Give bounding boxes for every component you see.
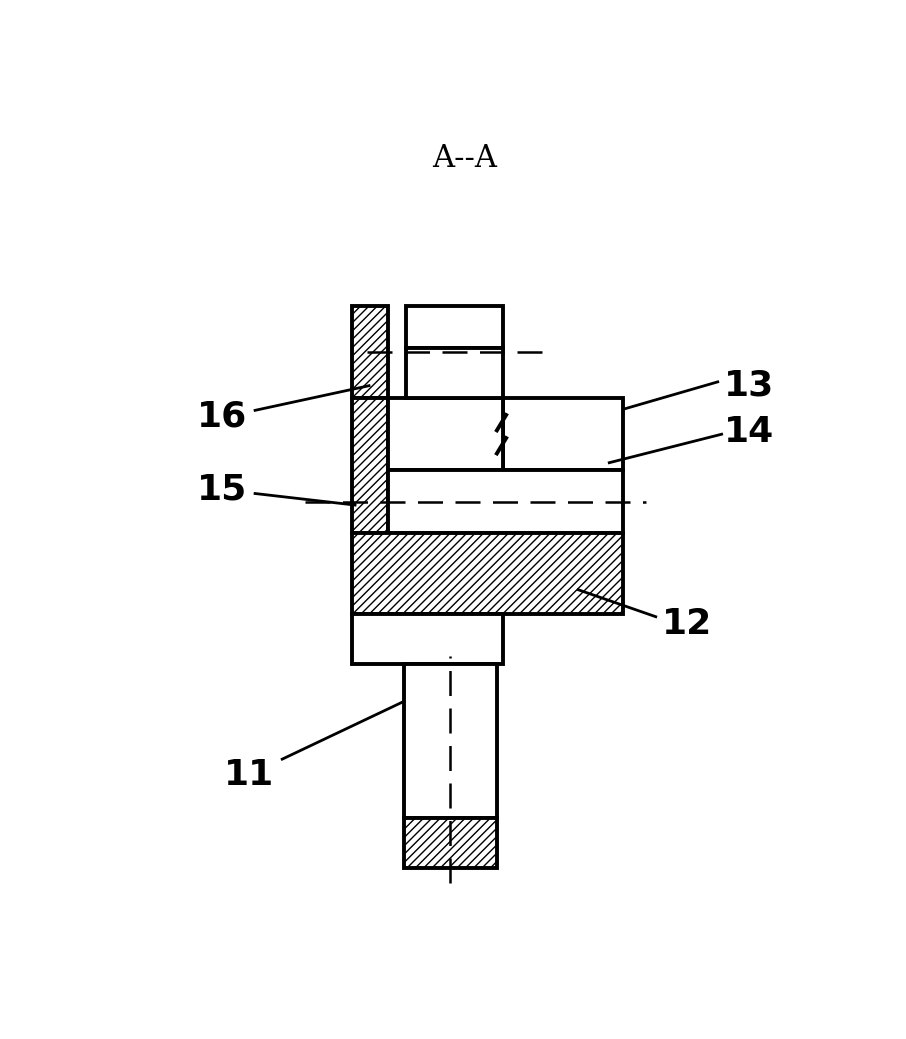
Text: A--A: A--A (432, 143, 496, 175)
Text: 11: 11 (224, 757, 274, 792)
Bar (389, 471, 623, 533)
Text: 14: 14 (724, 415, 774, 449)
Bar (352, 614, 503, 664)
Bar (352, 305, 389, 398)
Bar (406, 305, 503, 348)
Text: 12: 12 (661, 608, 712, 641)
Text: 13: 13 (724, 369, 774, 403)
Bar (352, 398, 389, 533)
Bar (404, 664, 496, 818)
Bar (406, 348, 503, 398)
Bar (389, 398, 503, 471)
Bar (404, 818, 496, 868)
Text: 15: 15 (197, 473, 246, 507)
Bar (352, 533, 623, 614)
Text: 16: 16 (197, 400, 246, 433)
Bar (503, 398, 623, 471)
